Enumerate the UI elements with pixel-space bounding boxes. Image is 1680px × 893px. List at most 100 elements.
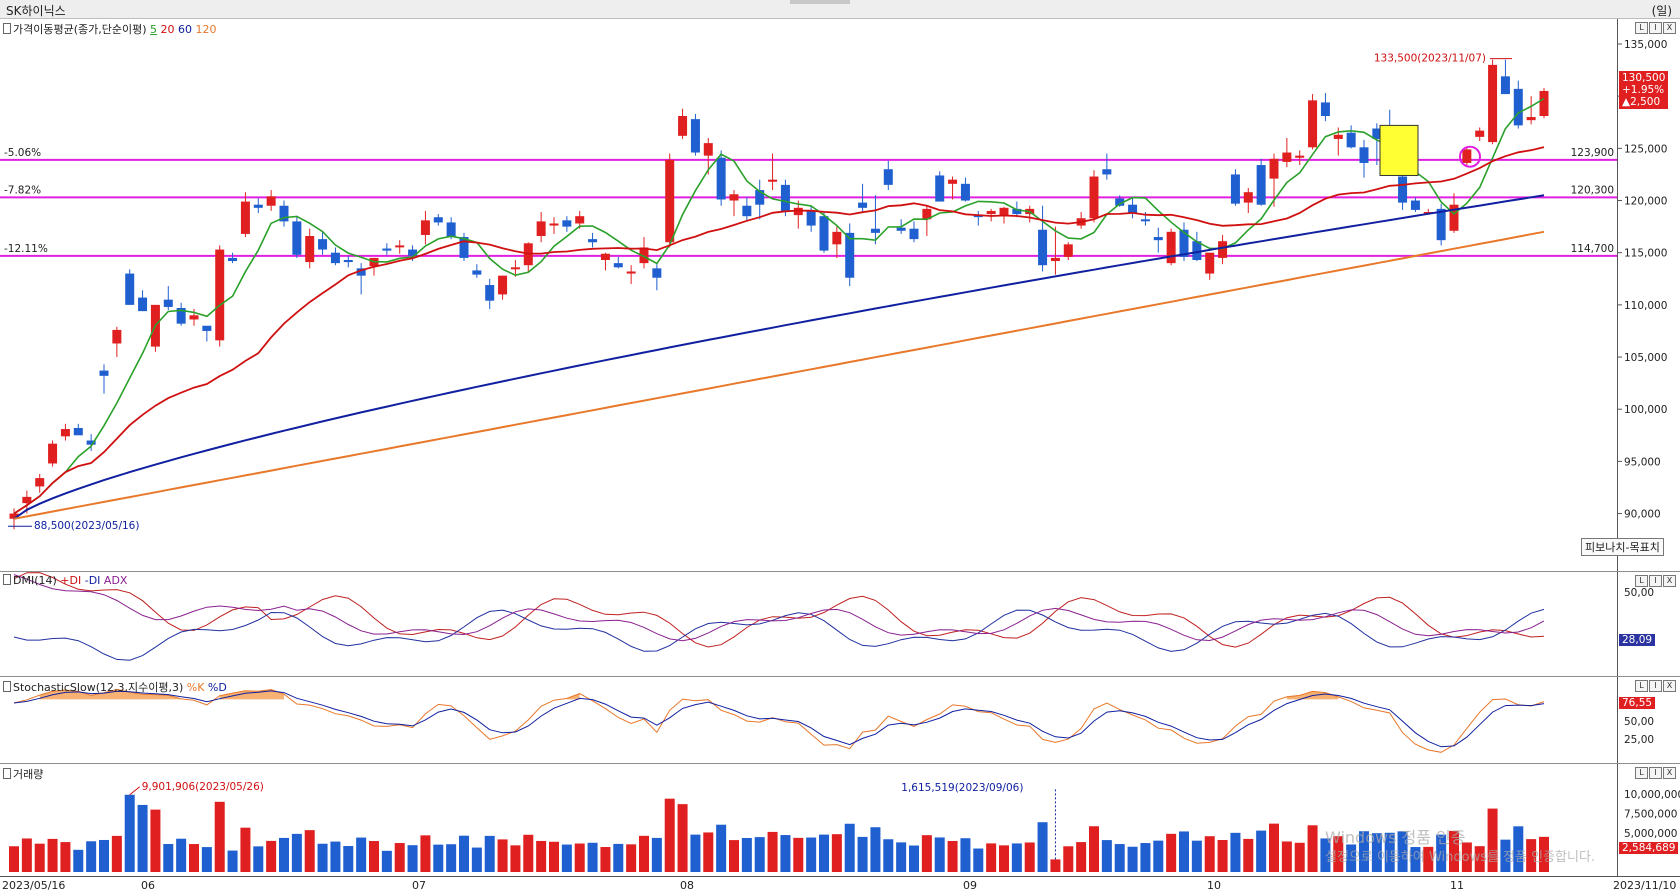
volume-bar — [1436, 834, 1447, 872]
pane-close-button[interactable]: X — [1663, 767, 1676, 779]
volume-bar — [279, 837, 289, 872]
candle-body — [1320, 102, 1330, 116]
volume-bar — [1179, 831, 1189, 872]
volume-bar — [471, 847, 482, 872]
volume-bar — [21, 838, 32, 872]
pane-max-button[interactable]: I — [1649, 680, 1662, 692]
candle-body — [870, 228, 880, 233]
pane-close-button[interactable]: X — [1663, 22, 1676, 34]
candle-body — [1359, 147, 1369, 163]
candle-body — [356, 268, 366, 276]
candle-body — [1050, 257, 1060, 262]
volume-bar — [497, 839, 508, 872]
stock-title: SK하이닉스 — [6, 4, 66, 18]
candle-body — [240, 201, 250, 234]
pane-max-button[interactable]: I — [1649, 767, 1662, 779]
volume-bar — [1256, 830, 1267, 872]
volume-bar — [1449, 830, 1459, 872]
candle-body — [639, 247, 649, 264]
fibonacci-target-button[interactable]: 피보나치-목표치 — [1581, 538, 1664, 556]
volume-bar — [883, 839, 894, 872]
candle-body — [408, 249, 418, 256]
drag-handle[interactable] — [790, 0, 850, 4]
pane-max-button[interactable]: I — [1649, 22, 1662, 34]
price-y-tick-label: 95,000 — [1624, 456, 1661, 468]
pane-min-button[interactable]: L — [1635, 767, 1648, 779]
volume-bar — [677, 804, 688, 872]
volume-bar — [99, 839, 109, 872]
pane-min-button[interactable]: L — [1635, 22, 1648, 34]
pane-menu-icon[interactable] — [3, 681, 11, 692]
candle-body — [138, 297, 148, 312]
candle-body — [1128, 204, 1138, 214]
candle-body — [1153, 237, 1163, 241]
candle-body — [768, 179, 778, 182]
volume-bar — [651, 837, 662, 872]
candle-body — [1449, 204, 1459, 231]
pane-menu-icon[interactable] — [3, 23, 11, 34]
candle-body — [549, 223, 559, 226]
volume-bar — [536, 840, 547, 872]
volume-bar — [381, 850, 392, 872]
period-unit[interactable]: (일) — [1651, 4, 1672, 18]
volume-bar — [150, 809, 161, 872]
volume-bar — [1346, 844, 1357, 872]
dmi-axis-separator — [1617, 572, 1618, 676]
volume-bar — [613, 843, 624, 872]
dmi-badge: 28,09 — [1619, 634, 1656, 646]
pane-close-button[interactable]: X — [1663, 575, 1676, 587]
x-axis: 2023/05/16 06 07 08 09 10 11 2023/11/10 — [0, 876, 1680, 893]
volume-bar — [214, 801, 225, 872]
pane-close-button[interactable]: X — [1663, 680, 1676, 692]
volume-bar — [986, 843, 997, 872]
stoch-d-line — [13, 690, 1545, 748]
candle-body — [125, 273, 135, 305]
dmi-title: DMI(14) — [13, 574, 57, 587]
volume-bar — [587, 842, 598, 872]
volume-bar — [973, 848, 984, 872]
stoch-pane-buttons: L I X — [1635, 680, 1676, 692]
candle-body — [999, 207, 1009, 217]
candle-body — [1539, 90, 1549, 116]
candle-body — [1230, 174, 1240, 204]
stoch-title: StochasticSlow(12,3,지수이평,3) — [13, 681, 184, 694]
volume-bar — [176, 838, 187, 872]
pane-max-button[interactable]: I — [1649, 575, 1662, 587]
stoch-pane-title: StochasticSlow(12,3,지수이평,3) %K %D — [3, 679, 227, 695]
volume-bar — [1333, 836, 1344, 872]
stoch-y-tick-label: 25,00 — [1624, 734, 1654, 746]
pane-min-button[interactable]: L — [1635, 680, 1648, 692]
pane-menu-icon[interactable] — [3, 574, 11, 585]
x-label-11: 11 — [1450, 879, 1464, 892]
volume-bar — [1011, 843, 1022, 872]
volume-bar — [870, 827, 881, 872]
volume-bar — [1526, 839, 1537, 872]
candle-body — [163, 299, 173, 307]
price-y-tick-label: 135,000 — [1624, 39, 1667, 51]
volume-bar — [921, 835, 932, 872]
candle-body — [73, 428, 83, 436]
volume-bar — [626, 844, 637, 872]
ma-label-120: 120 — [195, 23, 217, 36]
candle-body — [330, 252, 340, 264]
volume-bar — [9, 846, 19, 872]
volume-bar — [934, 837, 945, 872]
pane-min-button[interactable]: L — [1635, 575, 1648, 587]
pane-menu-icon[interactable] — [3, 768, 11, 779]
candle-body — [935, 175, 945, 202]
candle-body — [60, 429, 70, 437]
candle-body — [176, 308, 186, 324]
last-change: ▲2,500 — [1622, 96, 1661, 108]
volume-bar — [741, 837, 752, 872]
candle-body — [1063, 244, 1073, 257]
price-chart: 135,000130,000125,000120,000115,000110,0… — [0, 39, 1667, 532]
candle-body — [1089, 176, 1099, 219]
stoch-y-tick-label: 50,00 — [1624, 716, 1654, 728]
candle-body — [510, 267, 520, 270]
candle-body — [652, 268, 662, 278]
candle-body — [292, 221, 302, 255]
volume-bar — [574, 843, 585, 872]
candle-body — [562, 220, 572, 227]
volume-bar — [844, 823, 855, 872]
candle-body — [832, 231, 842, 245]
